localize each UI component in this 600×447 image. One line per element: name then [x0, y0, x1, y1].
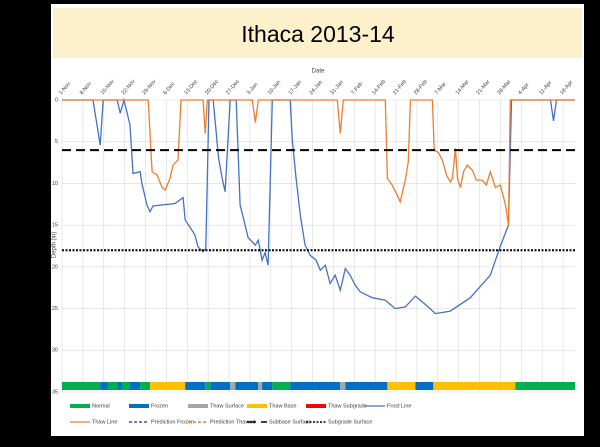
y-tick-label: 15	[52, 223, 58, 229]
legend-label: Thaw Line	[92, 419, 117, 425]
legend-label: Thaw Subgrade	[328, 403, 367, 409]
y-tick-label: 30	[52, 348, 58, 354]
y-tick-label: 35	[52, 389, 58, 395]
title-banner	[53, 8, 582, 58]
status-segment	[230, 382, 236, 390]
legend-label: Prediction Frozen	[151, 419, 194, 425]
status-segment	[433, 382, 516, 390]
legend-label: Frozen	[151, 403, 168, 409]
status-segment	[340, 382, 346, 390]
status-segment	[149, 382, 186, 390]
legend-label: Subgrade Surface	[328, 419, 372, 425]
status-segment	[515, 382, 575, 390]
chart-title: Ithaca 2013-14	[241, 21, 395, 47]
y-tick-label: 10	[52, 181, 58, 187]
status-segment	[272, 382, 291, 390]
panel	[51, 4, 584, 436]
legend-swatch	[70, 404, 90, 408]
status-segment	[205, 382, 211, 390]
legend-label: Normal	[92, 403, 110, 409]
status-segment	[100, 382, 108, 390]
status-segment	[130, 382, 141, 390]
status-segment	[345, 382, 388, 390]
status-segment	[210, 382, 231, 390]
y-tick-label: 5	[55, 139, 58, 145]
legend-label: Thaw Base	[269, 403, 297, 409]
status-segment	[262, 382, 273, 390]
x-axis-title: Date	[312, 69, 325, 75]
status-segment	[185, 382, 206, 390]
status-segment	[107, 382, 118, 390]
status-segment	[290, 382, 341, 390]
legend-swatch	[247, 404, 267, 408]
legend-label: Frost Line	[387, 403, 411, 409]
y-tick-label: 20	[52, 264, 58, 270]
status-segment	[121, 382, 131, 390]
status-segment	[235, 382, 259, 390]
status-segment	[387, 382, 416, 390]
status-segment	[117, 382, 122, 390]
legend-label: Prediction Thawed	[210, 419, 255, 425]
legend-label: Subbase Surface	[269, 419, 311, 425]
status-segment	[258, 382, 263, 390]
y-tick-label: 0	[55, 97, 58, 103]
legend-swatch	[306, 404, 326, 408]
status-segment	[62, 382, 101, 390]
legend-label: Thaw Surface	[210, 403, 244, 409]
y-axis-title: Depth (in)	[52, 232, 58, 258]
legend-swatch	[129, 404, 149, 408]
y-tick-label: 25	[52, 306, 58, 312]
legend-swatch	[188, 404, 208, 408]
status-segment	[415, 382, 434, 390]
series-line	[62, 97, 575, 315]
status-segment	[140, 382, 150, 390]
